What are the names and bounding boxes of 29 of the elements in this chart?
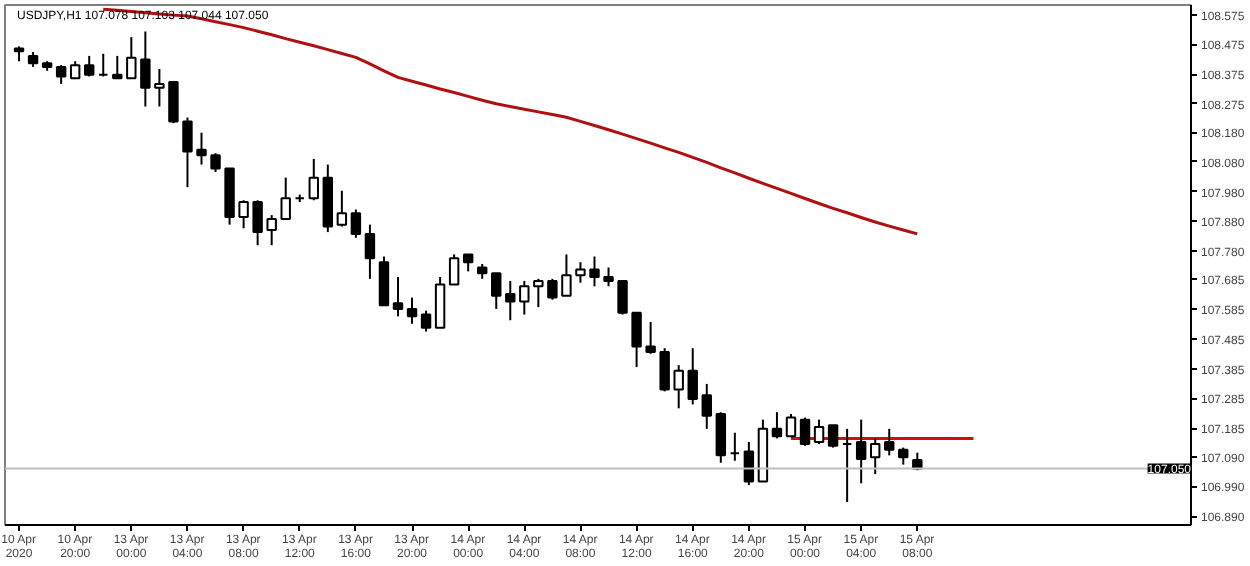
candlestick (869, 437, 881, 476)
candlestick (715, 411, 727, 464)
candlestick (55, 64, 67, 85)
candlestick (350, 208, 362, 239)
candlestick (378, 255, 390, 307)
candlestick (364, 223, 376, 280)
candlestick (336, 189, 348, 228)
candlestick (884, 427, 895, 457)
candlestick (491, 272, 502, 310)
candlestick (406, 296, 418, 325)
candlestick (855, 418, 867, 485)
candlestick (448, 253, 460, 286)
candlestick (743, 440, 755, 487)
candlestick (505, 279, 516, 322)
candlestick (434, 276, 446, 329)
candlestick (280, 176, 291, 221)
candlestick (813, 418, 825, 446)
candlestick (308, 157, 319, 202)
candlestick (827, 424, 839, 449)
candlestick (617, 279, 628, 316)
candlestick (799, 416, 811, 447)
candlestick (687, 347, 698, 406)
candlestick (771, 411, 783, 440)
candlestick (603, 266, 614, 288)
candlestick (420, 309, 432, 333)
candlestick (785, 412, 797, 438)
candlestick (701, 382, 712, 430)
candlestick (112, 54, 123, 80)
candlestick (392, 276, 404, 318)
